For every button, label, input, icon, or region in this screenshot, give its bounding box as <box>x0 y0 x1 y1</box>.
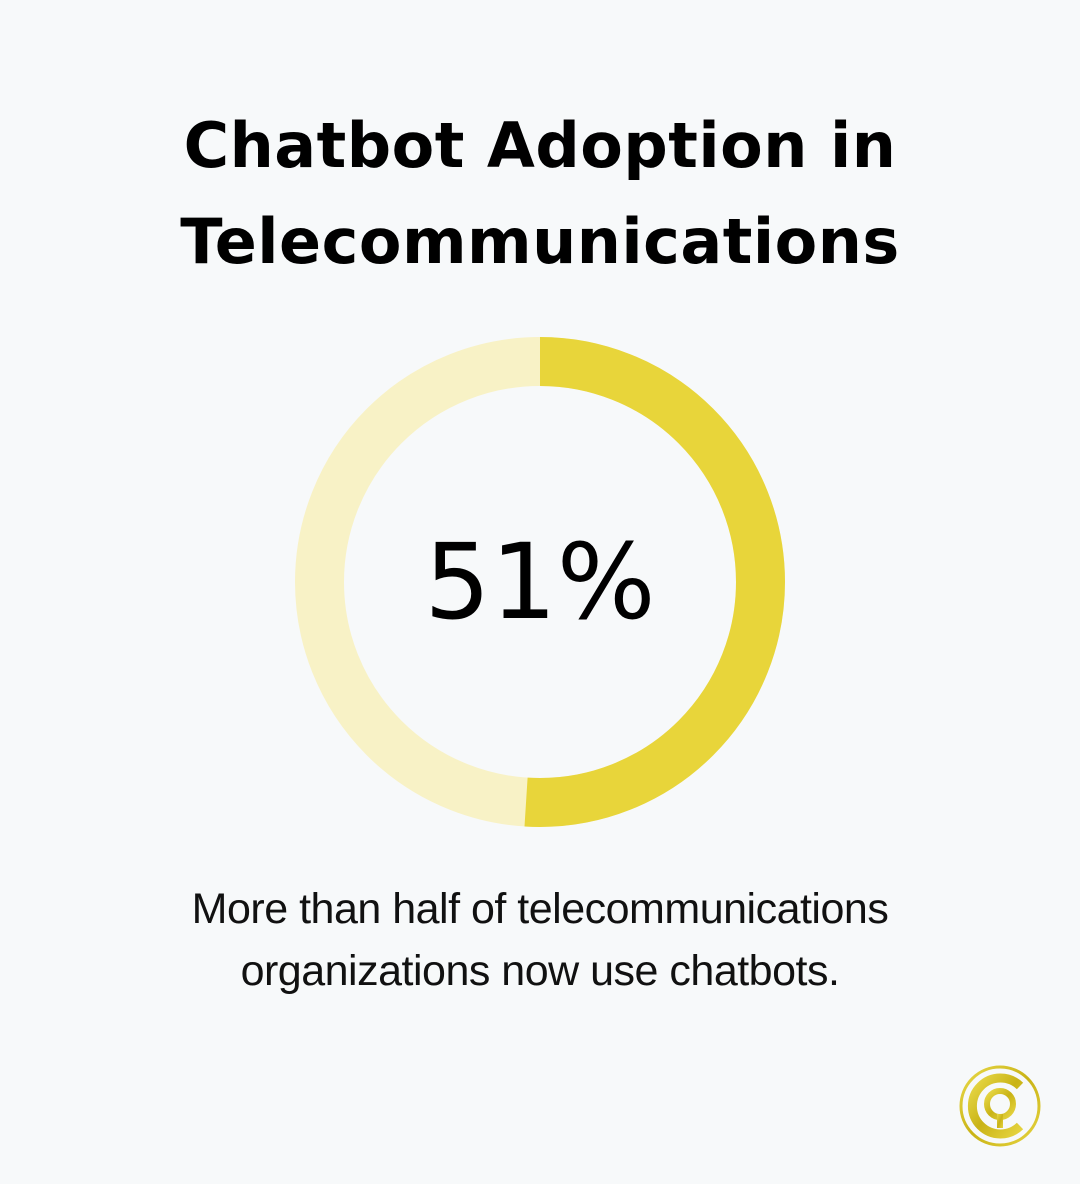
cq-circle-logo-icon <box>959 1065 1041 1147</box>
caption: More than half of telecommunications org… <box>0 878 1080 1002</box>
caption-line-1: More than half of telecommunications <box>191 885 889 933</box>
center-value: 51% <box>424 521 656 643</box>
caption-line-2: organizations now use chatbots. <box>240 947 840 995</box>
donut-fill-segment <box>295 337 785 827</box>
title-line-2: Telecommunications <box>180 205 900 278</box>
donut-chart <box>295 337 785 827</box>
chart-title: Chatbot Adoption in Telecommunications <box>0 98 1080 290</box>
title-line-1: Chatbot Adoption in <box>183 109 897 182</box>
